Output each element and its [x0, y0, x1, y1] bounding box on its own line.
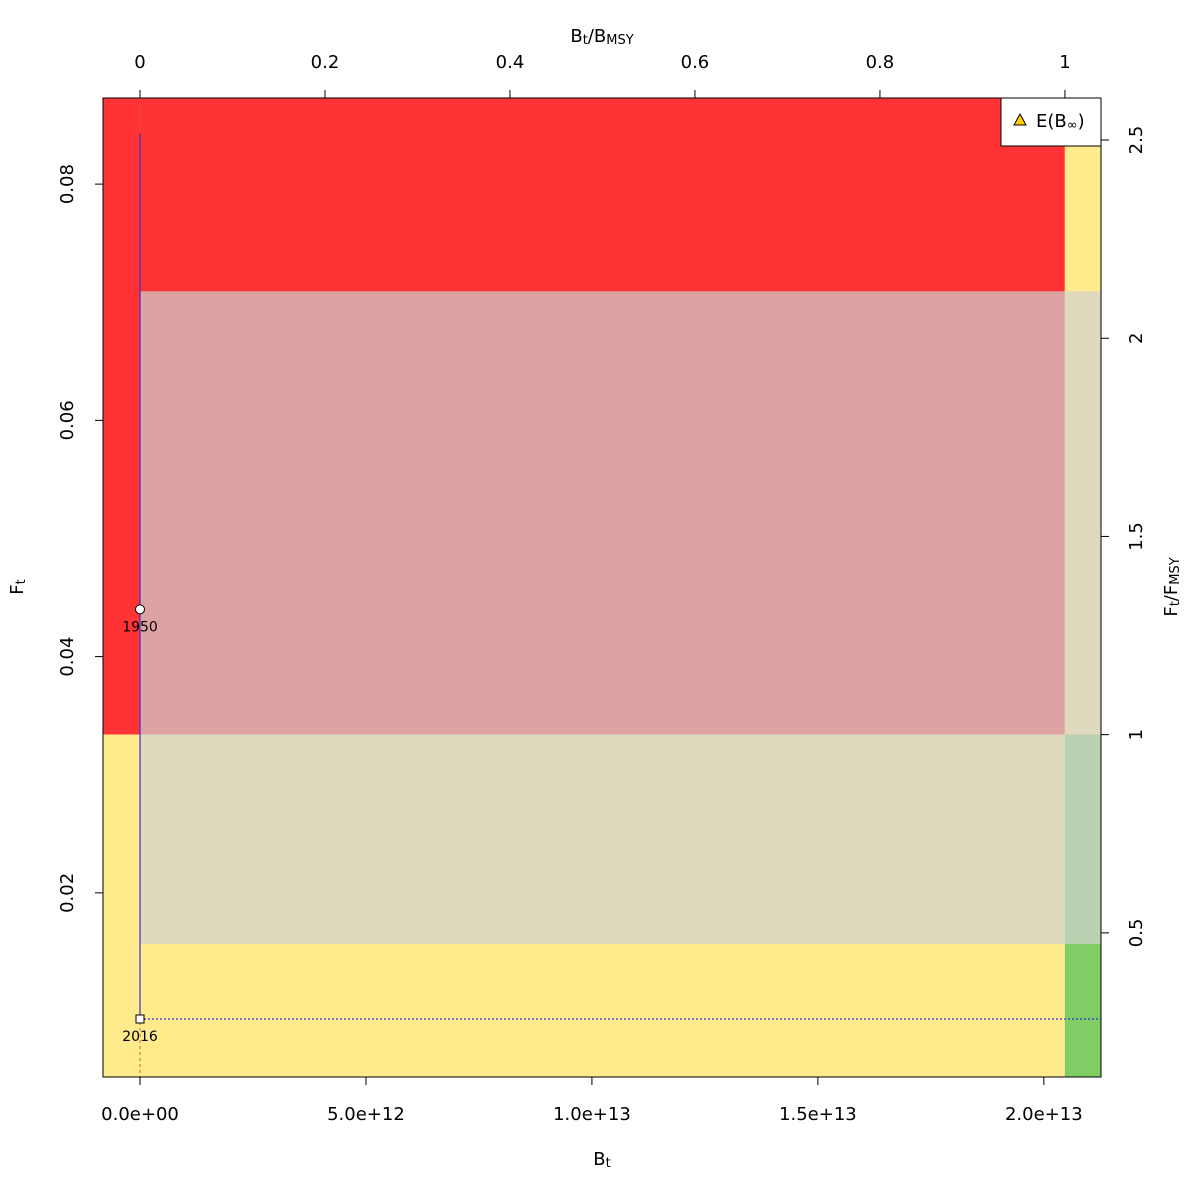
- legend-label: E(B: [1036, 111, 1067, 132]
- y2-axis-title: Ft/FMSY: [1161, 557, 1183, 616]
- plot-frame: [102, 97, 1102, 1078]
- label-text: /B: [588, 26, 606, 47]
- legend-symbol: [1013, 112, 1027, 126]
- plot-area: [103, 98, 1101, 1077]
- label-subscript: MSY: [606, 33, 633, 48]
- y2-tick-label: 1.5: [1126, 522, 1147, 551]
- label-text: F: [7, 584, 28, 594]
- y2-tick-label: 2: [1126, 333, 1147, 344]
- label-text: /F: [1161, 585, 1182, 601]
- point-label: 1950: [122, 619, 158, 635]
- x2-axis-title: Bt/BMSY: [570, 26, 633, 48]
- point: [135, 1014, 145, 1024]
- x-axis-title: Bt: [593, 1149, 610, 1171]
- y-tick-label: 0.06: [57, 400, 78, 440]
- legend-text: E(B∞): [1036, 111, 1085, 133]
- label-subscript: t: [583, 33, 588, 48]
- ci-region: [140, 291, 1101, 944]
- y2-tick-label: 2.5: [1126, 126, 1147, 155]
- label-text: B: [570, 26, 582, 47]
- y2-tick-label: 0.5: [1126, 919, 1147, 948]
- x-tick-label: 2.0e+13: [1005, 1104, 1083, 1125]
- label-subscript: t: [606, 1156, 611, 1171]
- x2-tick-label: 0.6: [681, 52, 710, 73]
- point: [135, 604, 146, 615]
- legend-label: ): [1078, 111, 1085, 132]
- y-axis-title: Ft: [7, 579, 29, 594]
- x2-tick-label: 0.8: [866, 52, 895, 73]
- x-tick-label: 0.0e+00: [101, 1104, 179, 1125]
- x2-tick-label: 0.4: [496, 52, 525, 73]
- x-tick-label: 1.5e+13: [779, 1104, 857, 1125]
- y-tick-label: 0.08: [57, 164, 78, 204]
- point-label: 2016: [122, 1029, 158, 1045]
- x2-tick-label: 0: [134, 52, 145, 73]
- x-tick-label: 1.0e+13: [553, 1104, 631, 1125]
- legend-subscript: ∞: [1067, 118, 1078, 133]
- label-subscript: t: [1168, 601, 1183, 606]
- label-subscript: t: [14, 579, 29, 584]
- y-tick-label: 0.02: [57, 873, 78, 913]
- y-tick-label: 0.04: [57, 637, 78, 677]
- x2-tick-label: 1: [1059, 52, 1070, 73]
- y2-tick-label: 1: [1126, 729, 1147, 740]
- label-text: F: [1161, 606, 1182, 616]
- label-subscript: MSY: [1168, 557, 1183, 584]
- x2-tick-label: 0.2: [311, 52, 340, 73]
- x-tick-label: 5.0e+12: [327, 1104, 405, 1125]
- label-text: B: [593, 1149, 605, 1170]
